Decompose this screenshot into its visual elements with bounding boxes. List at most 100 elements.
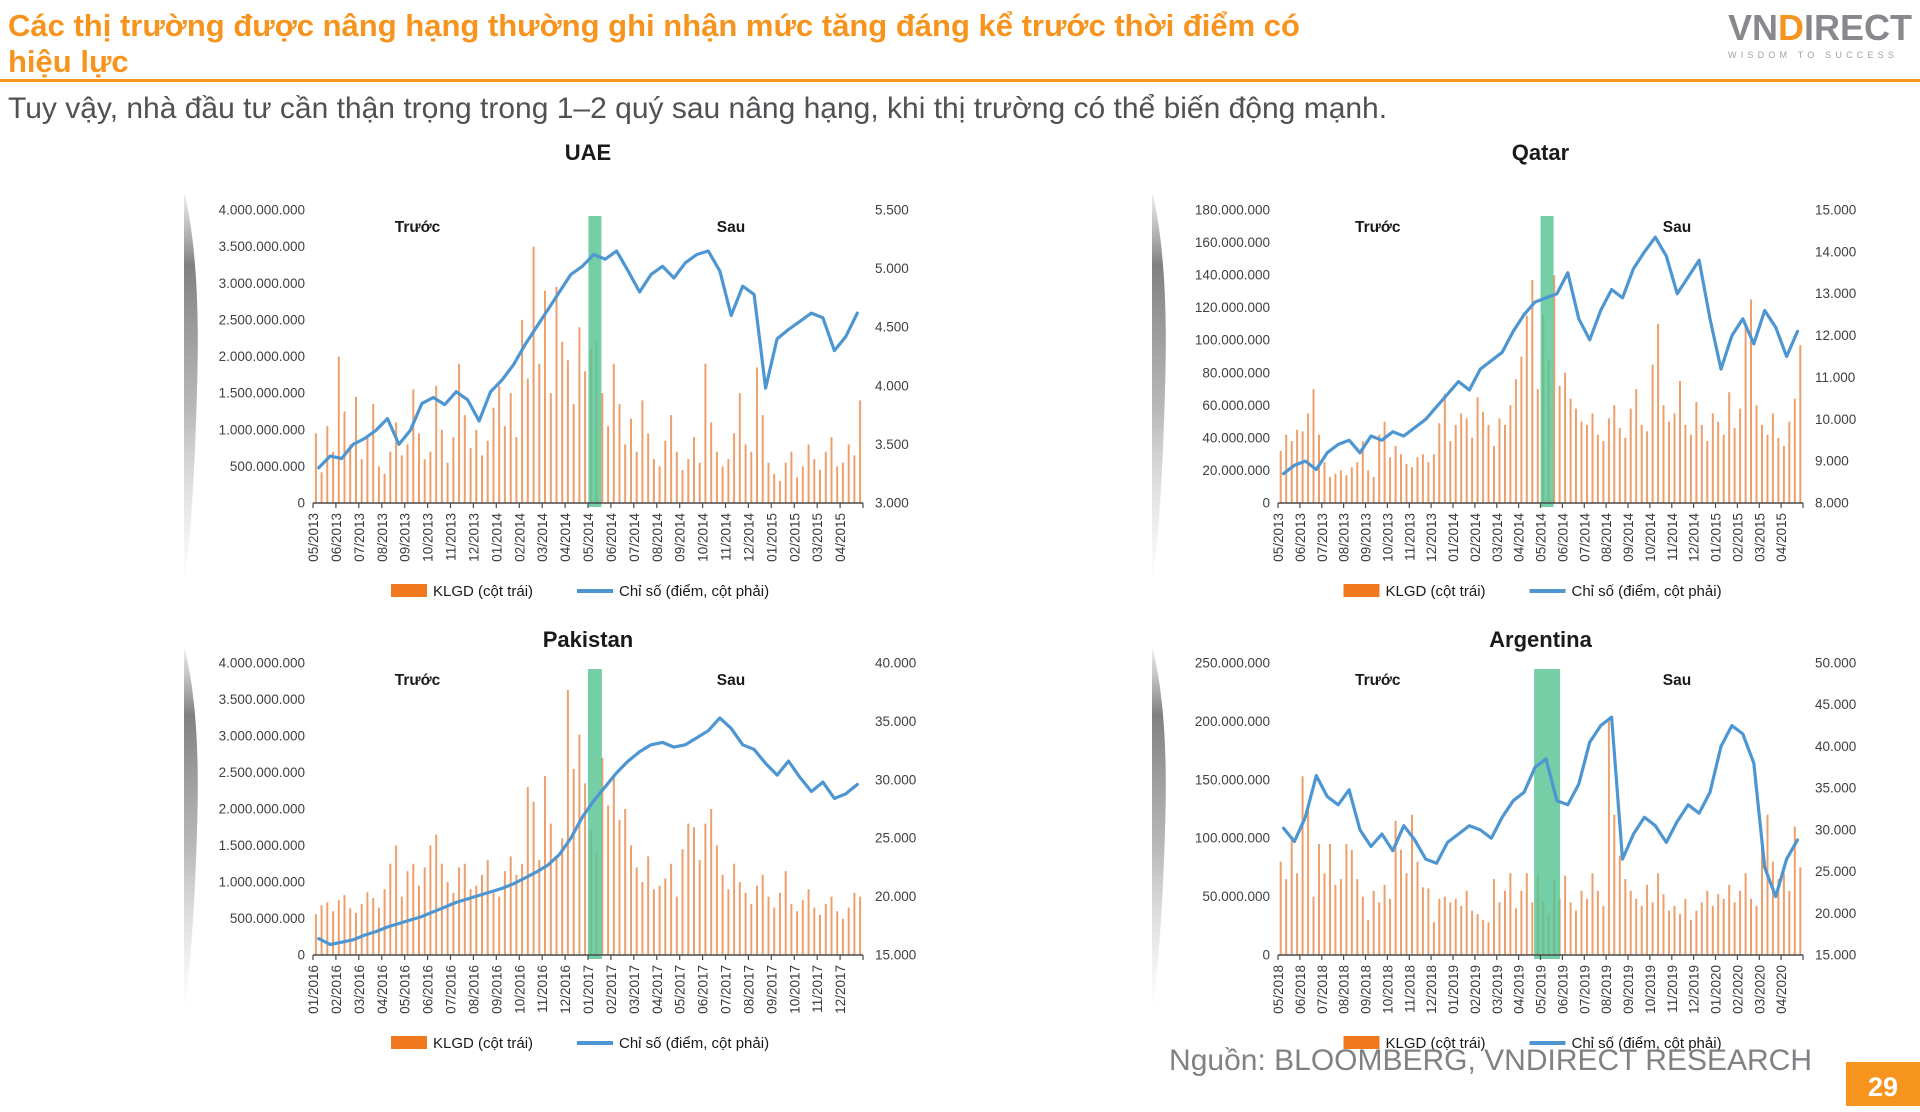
svg-text:02/2014: 02/2014 — [1468, 513, 1483, 562]
svg-text:25.000: 25.000 — [1815, 864, 1856, 879]
svg-text:100.000.000: 100.000.000 — [1195, 831, 1270, 846]
svg-text:4.000: 4.000 — [875, 378, 909, 393]
svg-text:09/2014: 09/2014 — [1621, 513, 1636, 562]
svg-text:200.000.000: 200.000.000 — [1195, 714, 1270, 729]
chart-canvas: UAE 4.000.000.000 3.500.000.000 3.000.000.0… — [219, 140, 909, 600]
svg-text:12.000: 12.000 — [1815, 328, 1856, 343]
logo-tagline: WISDOM TO SUCCESS — [1728, 50, 1899, 60]
svg-text:10/2014: 10/2014 — [696, 513, 711, 562]
svg-text:30.000: 30.000 — [1815, 822, 1856, 837]
svg-text:08/2013: 08/2013 — [375, 513, 390, 562]
svg-text:04/2014: 04/2014 — [1512, 513, 1527, 562]
svg-text:05/2014: 05/2014 — [581, 513, 596, 562]
svg-text:KLGD (cột trái): KLGD (cột trái) — [1386, 583, 1486, 600]
svg-text:08/2014: 08/2014 — [1599, 513, 1614, 562]
svg-text:08/2018: 08/2018 — [1337, 965, 1352, 1014]
svg-text:Argentina: Argentina — [1489, 627, 1592, 652]
svg-text:UAE: UAE — [565, 140, 611, 165]
svg-text:01/2019: 01/2019 — [1446, 965, 1461, 1014]
svg-text:09/2019: 09/2019 — [1621, 965, 1636, 1014]
chart-argentina: Argentina 250.000.000 200.000.000 150.000.0… — [1160, 615, 1875, 1083]
svg-text:06/2017: 06/2017 — [696, 965, 711, 1014]
svg-text:07/2016: 07/2016 — [444, 965, 459, 1014]
svg-text:11/2018: 11/2018 — [1402, 965, 1417, 1013]
svg-text:05/2018: 05/2018 — [1271, 965, 1286, 1014]
svg-text:12/2014: 12/2014 — [741, 513, 756, 562]
svg-text:09/2018: 09/2018 — [1359, 965, 1374, 1014]
svg-text:07/2013: 07/2013 — [352, 513, 367, 562]
svg-text:04/2020: 04/2020 — [1774, 965, 1789, 1014]
svg-text:2.000.000.000: 2.000.000.000 — [219, 349, 305, 364]
svg-text:12/2013: 12/2013 — [466, 513, 481, 562]
header-divider — [0, 79, 1920, 82]
svg-text:5.500: 5.500 — [875, 203, 909, 218]
svg-text:500.000.000: 500.000.000 — [230, 459, 305, 474]
svg-text:02/2016: 02/2016 — [329, 965, 344, 1014]
logo-vn: VN — [1728, 7, 1779, 48]
svg-text:Sau: Sau — [1663, 672, 1691, 689]
svg-text:10/2018: 10/2018 — [1380, 965, 1395, 1014]
svg-text:04/2015: 04/2015 — [833, 513, 848, 562]
svg-text:20.000: 20.000 — [875, 889, 916, 904]
svg-text:50.000.000: 50.000.000 — [1202, 889, 1270, 904]
svg-text:06/2018: 06/2018 — [1293, 965, 1308, 1014]
svg-text:05/2013: 05/2013 — [1271, 513, 1286, 562]
svg-text:10.000: 10.000 — [1815, 412, 1856, 427]
svg-text:11/2014: 11/2014 — [1665, 513, 1680, 561]
svg-text:11.000: 11.000 — [1815, 370, 1855, 385]
svg-text:3.000.000.000: 3.000.000.000 — [219, 729, 305, 744]
svg-text:35.000: 35.000 — [875, 714, 916, 729]
svg-text:Pakistan: Pakistan — [543, 627, 634, 652]
svg-text:06/2019: 06/2019 — [1555, 965, 1570, 1014]
svg-text:12/2013: 12/2013 — [1424, 513, 1439, 562]
svg-text:40.000.000: 40.000.000 — [1202, 430, 1270, 445]
svg-text:2.500.000.000: 2.500.000.000 — [219, 765, 305, 780]
svg-text:05/2014: 05/2014 — [1534, 513, 1549, 562]
svg-text:3.500.000.000: 3.500.000.000 — [219, 692, 305, 707]
svg-text:15.000: 15.000 — [875, 948, 916, 963]
svg-text:Trước: Trước — [1355, 672, 1401, 689]
svg-text:3.000.000.000: 3.000.000.000 — [219, 276, 305, 291]
svg-text:1.000.000.000: 1.000.000.000 — [219, 875, 305, 890]
chart-pakistan: Pakistan 4.000.000.000 3.500.000.000 3.000.… — [195, 615, 935, 1083]
svg-text:04/2017: 04/2017 — [650, 965, 665, 1014]
svg-text:10/2016: 10/2016 — [512, 965, 527, 1014]
svg-text:01/2016: 01/2016 — [306, 965, 321, 1014]
svg-text:03/2019: 03/2019 — [1490, 965, 1505, 1014]
svg-text:3.500: 3.500 — [875, 437, 909, 452]
svg-text:4.000.000.000: 4.000.000.000 — [219, 656, 305, 671]
svg-text:4.000.000.000: 4.000.000.000 — [219, 203, 305, 218]
svg-text:10/2013: 10/2013 — [421, 513, 436, 562]
svg-text:04/2016: 04/2016 — [375, 965, 390, 1014]
svg-text:07/2013: 07/2013 — [1315, 513, 1330, 562]
svg-text:0: 0 — [297, 948, 305, 963]
svg-text:02/2017: 02/2017 — [604, 965, 619, 1014]
svg-text:50.000: 50.000 — [1815, 656, 1856, 671]
svg-text:KLGD (cột trái): KLGD (cột trái) — [433, 583, 533, 600]
svg-text:Trước: Trước — [395, 672, 441, 689]
svg-text:0: 0 — [1262, 496, 1270, 511]
svg-text:08/2019: 08/2019 — [1599, 965, 1614, 1014]
svg-text:06/2014: 06/2014 — [1555, 513, 1570, 562]
svg-text:Sau: Sau — [717, 672, 745, 689]
svg-text:10/2013: 10/2013 — [1380, 513, 1395, 562]
svg-text:04/2014: 04/2014 — [558, 513, 573, 562]
svg-text:09/2017: 09/2017 — [764, 965, 779, 1014]
svg-text:Trước: Trước — [1355, 219, 1401, 236]
svg-text:01/2020: 01/2020 — [1709, 965, 1724, 1014]
svg-text:35.000: 35.000 — [1815, 781, 1856, 796]
svg-text:12/2016: 12/2016 — [558, 965, 573, 1014]
page-number-badge: 29 — [1846, 1062, 1920, 1106]
subtitle: Tuy vậy, nhà đầu tư cần thận trọng trong… — [8, 92, 1388, 125]
svg-text:11/2019: 11/2019 — [1665, 965, 1680, 1013]
chart-canvas: Qatar 180.000.000 160.000.000 140.000.000 12… — [1195, 140, 1856, 600]
svg-text:0: 0 — [297, 496, 305, 511]
svg-text:KLGD (cột trái): KLGD (cột trái) — [1386, 1035, 1486, 1052]
chart-canvas: Argentina 250.000.000 200.000.000 150.000.0… — [1195, 627, 1856, 1052]
svg-text:KLGD (cột trái): KLGD (cột trái) — [433, 1035, 533, 1052]
logo-irect: IRECT — [1804, 7, 1913, 48]
svg-text:03/2020: 03/2020 — [1752, 965, 1767, 1014]
svg-text:08/2014: 08/2014 — [650, 513, 665, 562]
svg-text:14.000: 14.000 — [1815, 244, 1856, 259]
svg-text:5.000: 5.000 — [875, 261, 909, 276]
